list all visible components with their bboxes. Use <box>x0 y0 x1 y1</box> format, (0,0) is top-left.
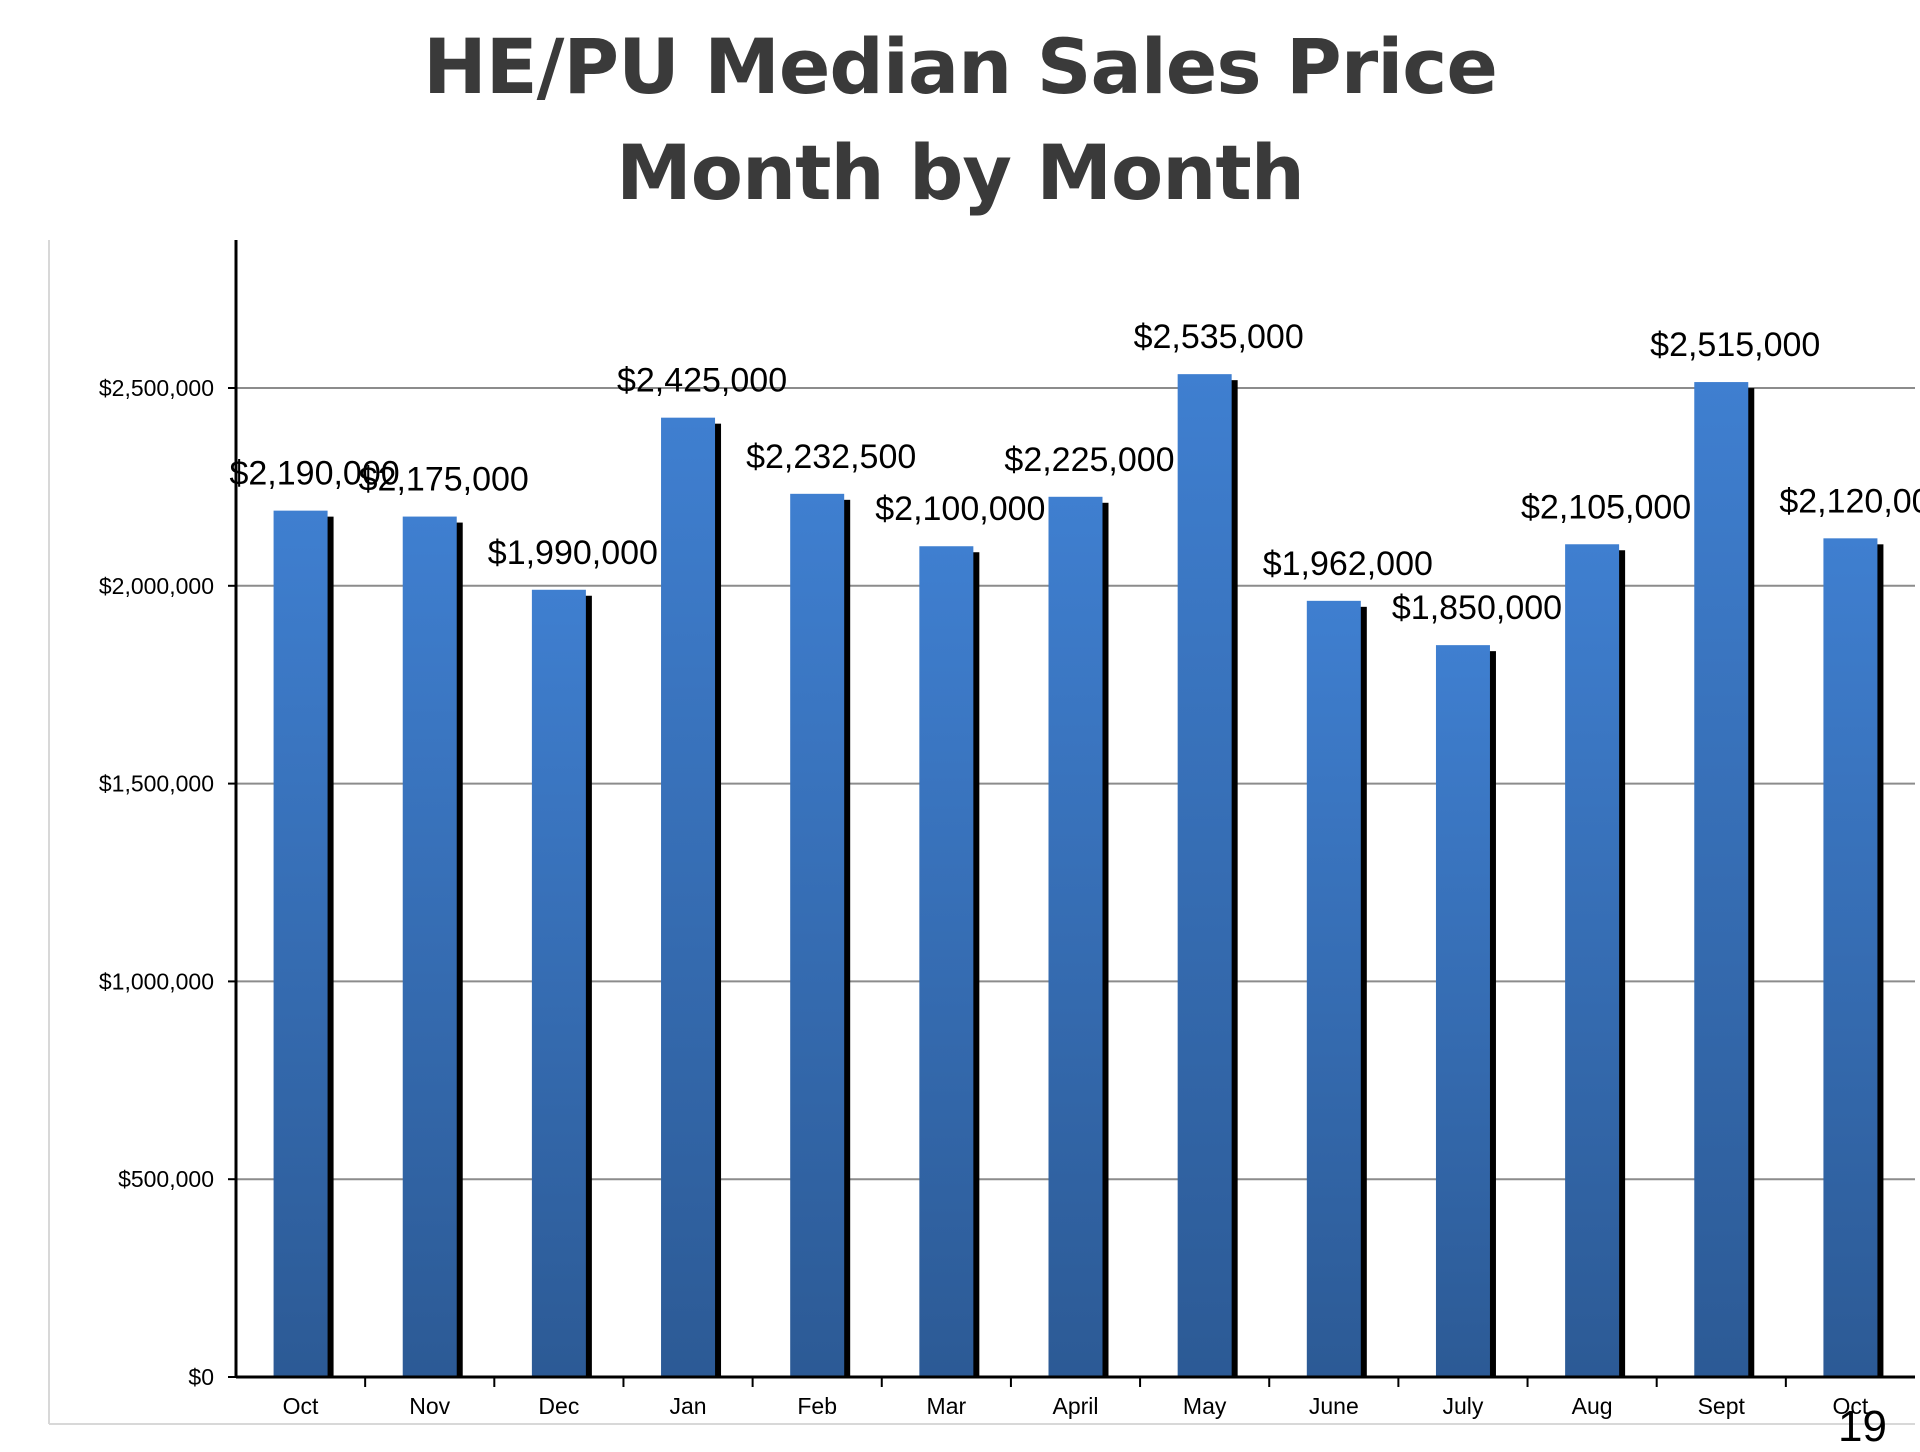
data-label: $2,120,000 <box>1779 482 1920 520</box>
x-tick-label: Oct <box>283 1393 319 1419</box>
data-label: $1,962,000 <box>1263 545 1433 583</box>
x-tick-label: Oct <box>1833 1393 1869 1419</box>
data-labels: $2,190,000$2,175,000 $1,990,000 $2,425,000… <box>229 318 1920 627</box>
data-label: $2,232,500 <box>746 438 916 476</box>
bar <box>1823 538 1878 1377</box>
x-tick-label: Sept <box>1698 1393 1746 1419</box>
data-label: $1,850,000 <box>1392 589 1562 627</box>
x-tick-label: June <box>1309 1393 1359 1419</box>
y-tick-label: $2,500,000 <box>99 375 214 401</box>
bar <box>1435 645 1490 1377</box>
data-label: $2,535,000 <box>1134 318 1304 356</box>
y-tick-label: $0 <box>188 1364 214 1390</box>
bar <box>1177 374 1232 1377</box>
x-tick-label: Mar <box>927 1393 967 1419</box>
bar <box>919 546 974 1377</box>
y-tick-label: $1,000,000 <box>99 968 214 994</box>
data-label: $2,175,000 <box>359 461 529 499</box>
x-tick-label: July <box>1443 1393 1484 1419</box>
bar <box>790 493 845 1377</box>
data-label: $2,105,000 <box>1521 488 1691 526</box>
data-label: $1,990,000 <box>488 534 658 572</box>
y-axis-tick-labels: $0 $500,000 $1,000,000 $1,500,000 $2,000,000… <box>99 375 214 1390</box>
data-label: $2,425,000 <box>617 362 787 400</box>
x-tick-label: April <box>1052 1393 1098 1419</box>
bar <box>1565 544 1620 1377</box>
y-tick-label: $1,500,000 <box>99 771 214 797</box>
plot-area-frame <box>48 240 1915 1425</box>
bar <box>1694 382 1749 1377</box>
page-number: 19 <box>1838 1402 1887 1451</box>
y-tick-label: $500,000 <box>118 1166 214 1192</box>
x-tick-label: Nov <box>409 1393 450 1419</box>
bar <box>1306 600 1361 1377</box>
chart-title-line-1: HE/PU Median Sales Price <box>423 22 1498 111</box>
x-tick-label: Feb <box>797 1393 837 1419</box>
data-label: $2,515,000 <box>1650 326 1820 364</box>
chart-title-line-2: Month by Month <box>616 128 1305 217</box>
bar <box>661 417 716 1377</box>
x-tick-label: May <box>1183 1393 1227 1419</box>
bar <box>531 589 586 1377</box>
data-label: $2,225,000 <box>1004 441 1174 479</box>
x-axis-tick-labels: Oct Nov Dec Jan Feb Mar April May June July Aug Sep… <box>283 1377 1869 1419</box>
data-label: $2,100,000 <box>875 490 1045 528</box>
y-tick-label: $2,000,000 <box>99 573 214 599</box>
x-tick-label: Aug <box>1572 1393 1613 1419</box>
data-label: $2,190,000 <box>229 455 399 493</box>
bar <box>1048 496 1103 1377</box>
bar <box>402 516 457 1377</box>
x-tick-label: Dec <box>538 1393 579 1419</box>
axes <box>234 240 1915 1379</box>
x-tick-label: Jan <box>669 1393 706 1419</box>
bar <box>273 510 328 1377</box>
bars <box>273 374 1884 1377</box>
